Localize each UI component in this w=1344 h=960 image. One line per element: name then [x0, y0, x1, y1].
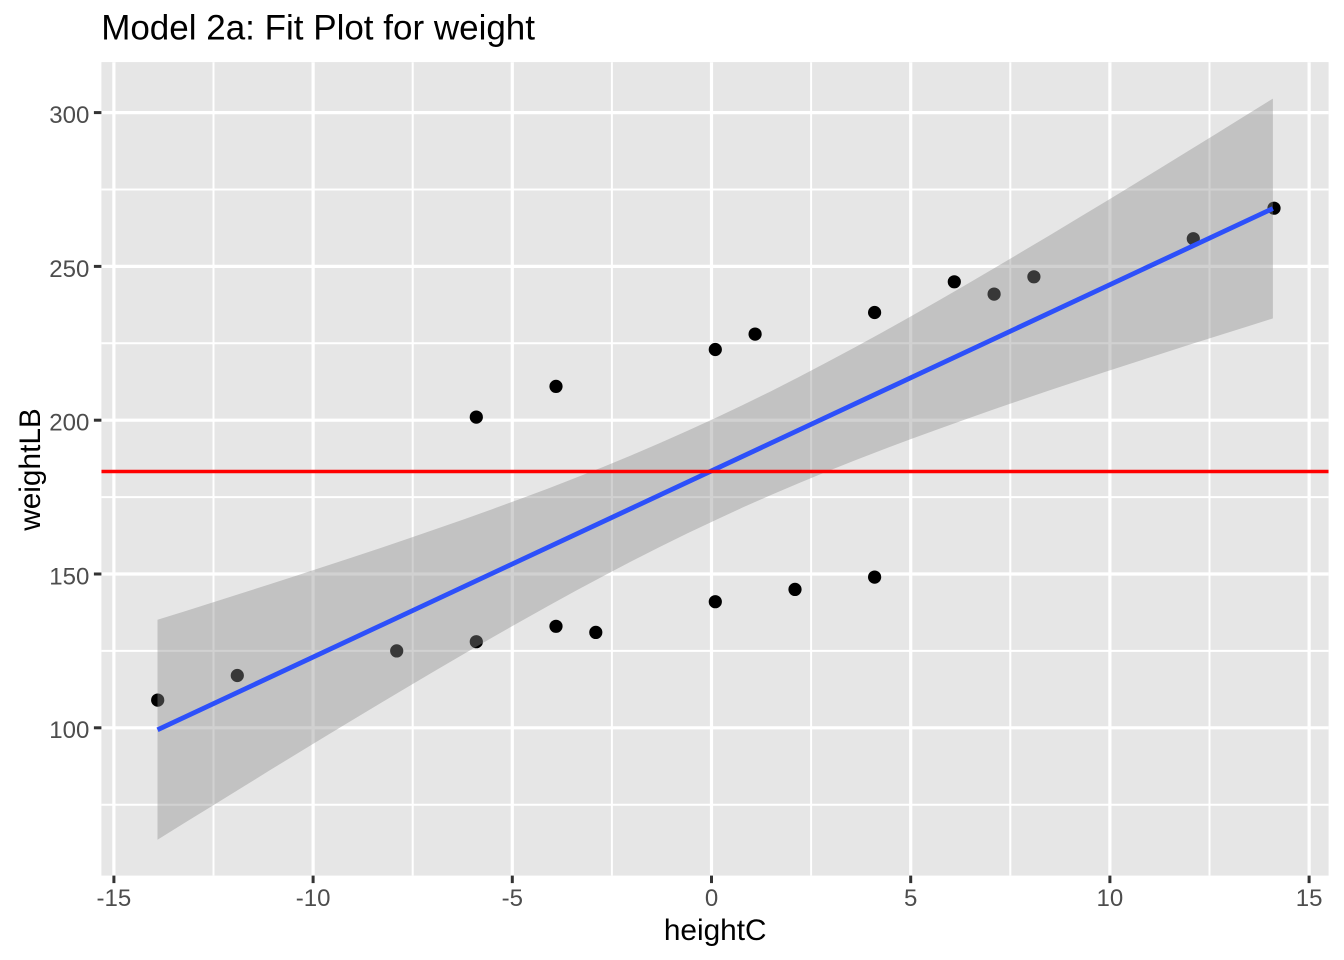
svg-text:-15: -15 [97, 885, 132, 912]
svg-text:300: 300 [49, 102, 89, 129]
svg-text:Model 2a: Fit Plot for weight: Model 2a: Fit Plot for weight [101, 9, 535, 48]
svg-text:100: 100 [49, 717, 89, 744]
svg-text:250: 250 [49, 256, 89, 283]
svg-text:-10: -10 [296, 885, 331, 912]
svg-text:5: 5 [904, 885, 917, 912]
svg-text:150: 150 [49, 563, 89, 590]
svg-text:15: 15 [1296, 885, 1323, 912]
svg-text:200: 200 [49, 410, 89, 437]
svg-text:0: 0 [705, 885, 718, 912]
svg-text:10: 10 [1097, 885, 1124, 912]
svg-text:weightLB: weightLB [14, 408, 47, 532]
svg-text:heightC: heightC [664, 914, 767, 947]
svg-text:-5: -5 [502, 885, 523, 912]
